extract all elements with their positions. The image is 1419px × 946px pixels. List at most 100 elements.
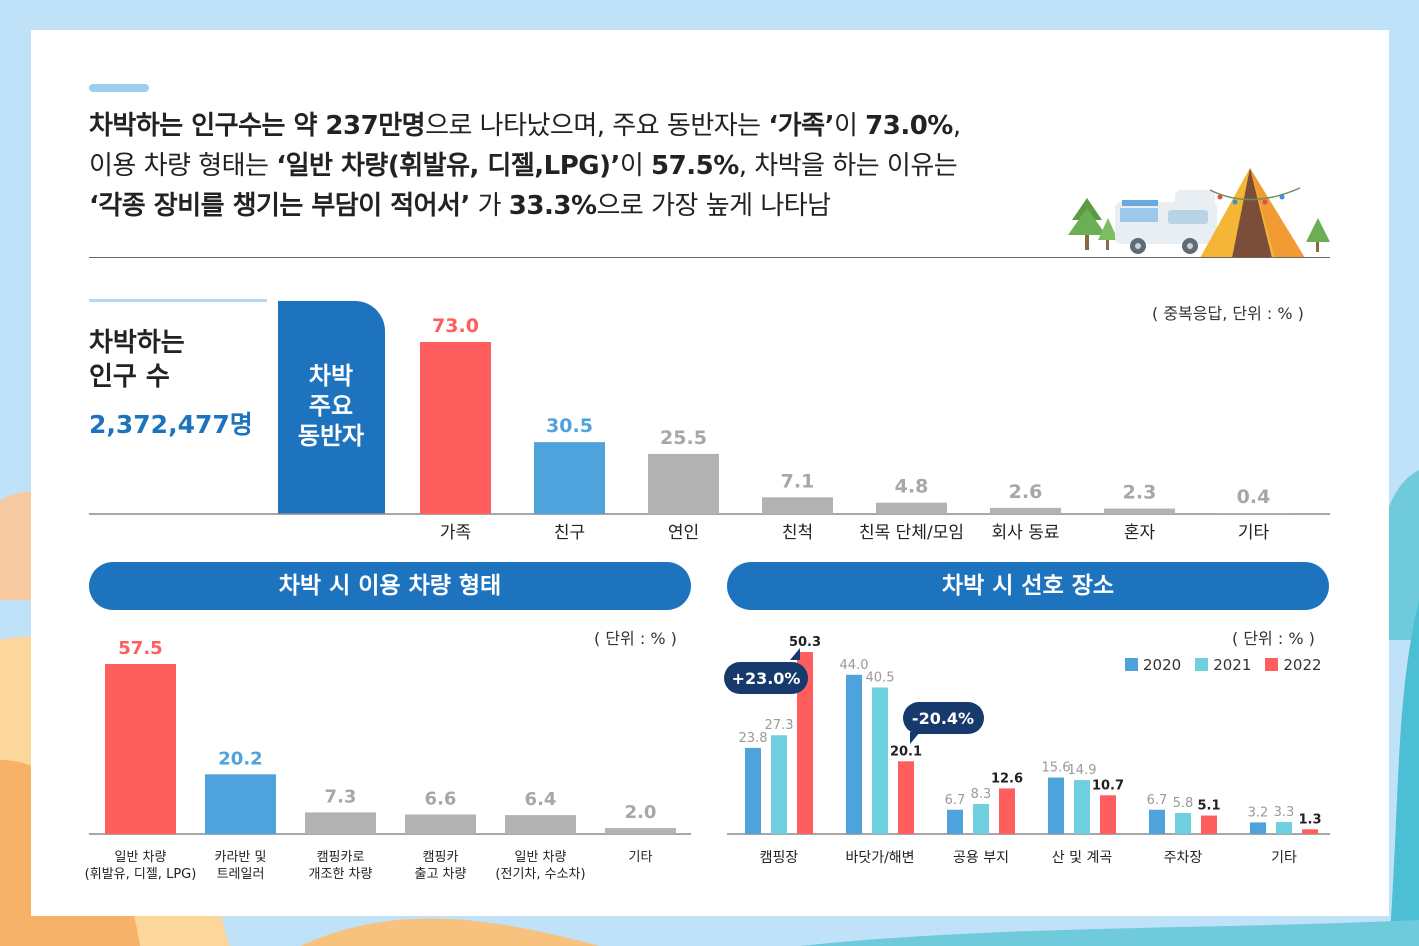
vehicle-value-label: 6.4 bbox=[525, 789, 557, 810]
legend-swatch bbox=[1265, 658, 1279, 671]
population-label-line: 인구 수 bbox=[89, 362, 170, 392]
place-value-label: 23.8 bbox=[739, 731, 768, 746]
place-bar bbox=[797, 652, 813, 834]
vehicle-category-label: 캠핑카 bbox=[423, 850, 459, 865]
accent-bar bbox=[89, 84, 149, 92]
companion-value-label: 73.0 bbox=[432, 315, 479, 337]
companion-category-label: 연인 bbox=[668, 523, 699, 543]
place-bar bbox=[872, 687, 888, 834]
place-category-label: 주차장 bbox=[1164, 850, 1203, 866]
vehicle-unit-note: ( 단위 : % ) bbox=[594, 629, 677, 648]
camping-illustration bbox=[1068, 168, 1330, 258]
headline-line-3: ‘각종 장비를 챙기는 부담이 적어서’ 가 33.3%으로 가장 높게 나타남 bbox=[89, 186, 1089, 226]
place-value-label: 44.0 bbox=[840, 658, 869, 673]
companion-bar bbox=[420, 342, 491, 514]
population-value: 2,372,477명 bbox=[89, 410, 253, 439]
headline-emphasis: 73.0% bbox=[865, 111, 953, 141]
tree-icon bbox=[1068, 198, 1118, 250]
population-label: 차박하는 인구 수 bbox=[89, 326, 185, 394]
tent-icon bbox=[1200, 168, 1305, 258]
place-value-label: 27.3 bbox=[765, 718, 794, 733]
place-bar bbox=[745, 747, 761, 834]
headline: 차박하는 인구수는 약 237만명으로 나타났으며, 주요 동반자는 ‘가족’이… bbox=[89, 106, 1089, 226]
place-value-label: 3.3 bbox=[1274, 805, 1295, 820]
headline-text: 으로 나타났으며, 주요 동반자는 bbox=[425, 111, 769, 141]
headline-text: 이 bbox=[619, 151, 652, 181]
headline-text: , bbox=[952, 111, 961, 141]
place-bar bbox=[973, 803, 989, 834]
place-bar bbox=[1100, 795, 1116, 834]
place-value-label: 6.7 bbox=[1147, 793, 1168, 808]
legend-swatch bbox=[1125, 658, 1138, 671]
place-value-label: 3.2 bbox=[1248, 805, 1269, 820]
callout-decrease: -20.4% bbox=[903, 702, 984, 744]
callout-increase: +23.0% bbox=[724, 648, 808, 694]
companion-title-line: 주요 bbox=[309, 392, 353, 420]
vehicle-value-label: 6.6 bbox=[425, 788, 457, 809]
place-legend: 2020 2021 2022 bbox=[1125, 656, 1322, 674]
vehicle-category-label: (휘발유, 디젤, LPG) bbox=[85, 867, 197, 882]
place-bar bbox=[1302, 829, 1318, 834]
vehicle-bar bbox=[505, 815, 576, 834]
population-label-line: 차박하는 bbox=[89, 328, 185, 358]
headline-emphasis: ‘각종 장비를 챙기는 부담이 적어서’ bbox=[89, 191, 470, 221]
legend-label: 2022 bbox=[1283, 656, 1322, 674]
tree-icon bbox=[1306, 218, 1330, 252]
headline-emphasis: 33.3% bbox=[508, 191, 597, 221]
place-value-label: 12.6 bbox=[991, 771, 1023, 786]
place-category-label: 바닷가/해변 bbox=[845, 850, 914, 866]
companion-chart: 차박 주요 동반자 73.0 가족 30.5 친구 25.5 연인 7.1 친척 4.8 친목 단… bbox=[89, 301, 1330, 543]
vehicle-category-label: 개조한 차량 bbox=[309, 867, 373, 882]
place-bar bbox=[947, 809, 963, 834]
headline-text: 이용 차량 형태는 bbox=[89, 151, 277, 181]
companion-category-label: 친목 단체/모임 bbox=[859, 523, 964, 543]
callout-pointer bbox=[790, 648, 800, 660]
callout-pointer bbox=[910, 732, 920, 744]
companion-category-label: 기타 bbox=[1238, 523, 1270, 543]
place-value-label: 6.7 bbox=[945, 793, 966, 808]
callout-text: -20.4% bbox=[912, 709, 974, 728]
place-category-label: 산 및 계곡 bbox=[1052, 850, 1113, 866]
companion-bar bbox=[762, 497, 833, 514]
legend-item-2021: 2021 bbox=[1195, 656, 1251, 674]
companion-bar bbox=[876, 502, 947, 514]
companion-category-label: 친척 bbox=[782, 523, 813, 543]
companion-value-label: 7.1 bbox=[781, 470, 815, 492]
place-bar bbox=[846, 674, 862, 834]
vehicle-bar bbox=[205, 774, 276, 834]
headline-line-2: 이용 차량 형태는 ‘일반 차량(휘발유, 디젤,LPG)’이 57.5%, 차… bbox=[89, 146, 1089, 186]
companion-title-line: 차박 bbox=[309, 362, 353, 390]
place-bar bbox=[1201, 815, 1217, 834]
place-category-label: 캠핑장 bbox=[760, 850, 799, 866]
place-value-label: 5.1 bbox=[1197, 799, 1220, 814]
vehicle-category-label: 트레일러 bbox=[217, 867, 265, 882]
vehicle-bar bbox=[305, 812, 376, 834]
companion-bar bbox=[990, 507, 1061, 514]
camper-van-icon bbox=[1115, 190, 1217, 254]
vehicle-category-label: 기타 bbox=[629, 850, 653, 865]
population-accent-line bbox=[89, 299, 267, 302]
companion-value-label: 30.5 bbox=[546, 415, 593, 437]
place-category-label: 공용 부지 bbox=[953, 850, 1009, 866]
companion-value-label: 2.6 bbox=[1009, 481, 1043, 503]
vehicle-value-label: 2.0 bbox=[625, 802, 657, 823]
legend-swatch bbox=[1195, 658, 1209, 671]
place-value-label: 14.9 bbox=[1068, 763, 1097, 778]
headline-divider bbox=[89, 257, 1330, 258]
place-value-label: 15.6 bbox=[1042, 761, 1071, 776]
headline-text: 으로 가장 높게 나타남 bbox=[596, 191, 832, 221]
headline-emphasis: 57.5% bbox=[651, 151, 739, 181]
headline-text: 이 bbox=[833, 111, 866, 141]
legend-label: 2021 bbox=[1213, 656, 1252, 674]
callout-bubble bbox=[724, 662, 808, 694]
companion-bar bbox=[648, 453, 719, 514]
legend-item-2022: 2022 bbox=[1265, 656, 1322, 674]
vehicle-category-label: (전기차, 수소차) bbox=[495, 867, 585, 882]
vehicle-category-label: 카라반 및 bbox=[215, 850, 267, 865]
legend-label: 2020 bbox=[1143, 656, 1182, 674]
headline-text: 가 bbox=[469, 191, 509, 221]
headline-emphasis: 차박하는 인구수는 약 237만명 bbox=[89, 111, 426, 141]
vehicle-value-label: 7.3 bbox=[325, 786, 357, 807]
